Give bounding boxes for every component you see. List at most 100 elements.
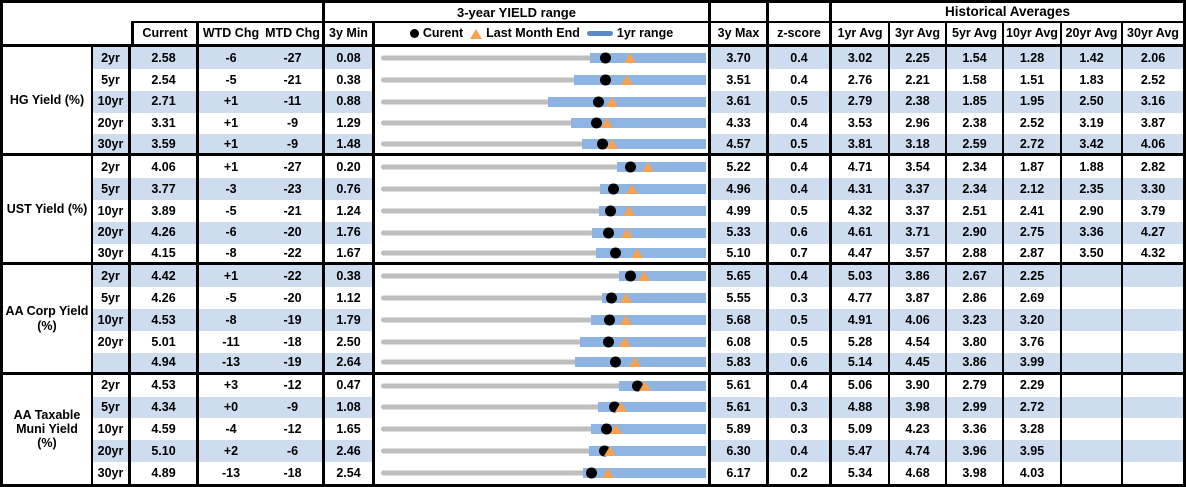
wtd-chg-value: -8	[199, 244, 263, 266]
mtd-chg-value: -9	[263, 134, 325, 157]
avg-30yr-value: 3.79	[1140, 203, 1166, 218]
1yr-range-bar	[618, 380, 706, 391]
last-month-end-marker	[601, 467, 614, 478]
z-score-value: 0.4	[769, 68, 832, 91]
max-3y-value: 5.68	[711, 309, 769, 331]
z-score-value: 0.5	[769, 199, 832, 222]
1yr-range-bar	[589, 446, 706, 457]
tenor-label: 10yr	[93, 199, 131, 222]
mtd-chg-value: -21	[263, 199, 325, 222]
wtd-chg-value: +1	[223, 116, 239, 131]
col-header-3y-max: 3y Max	[711, 23, 769, 47]
avg-3yr-value: 3.57	[890, 243, 947, 266]
last-month-end-marker	[606, 138, 619, 149]
current-value: 3.31	[131, 112, 199, 135]
header-top-blank-max	[711, 3, 769, 23]
tenor-label: 10yr	[93, 418, 131, 441]
min-3y-value: 0.20	[325, 156, 375, 179]
avg-1yr-value: 4.31	[832, 178, 890, 200]
avg-1yr-value: 4.47	[832, 243, 890, 266]
last-month-end-marker	[621, 74, 634, 85]
yield-range-chart	[375, 352, 711, 375]
avg-30yr-value	[1123, 352, 1183, 375]
3y-range-track	[381, 426, 706, 432]
range-chart-title: 3-year YIELD range	[325, 3, 711, 23]
col-header-10yr-avg: 10yr Avg	[1004, 23, 1062, 47]
header-top-blank	[131, 3, 325, 23]
min-3y-value: 1.48	[325, 134, 375, 157]
avg-1yr-value: 2.76	[832, 68, 890, 91]
3y-range-track	[381, 470, 706, 476]
legend-1yr-range-label: 1yr range	[616, 26, 674, 41]
legend-1yr-range-dash-icon	[586, 31, 613, 36]
avg-30yr-value: 3.30	[1123, 178, 1183, 200]
max-3y-value: 4.57	[711, 134, 769, 157]
yield-range-chart	[375, 330, 711, 353]
legend-current-label: Curent	[422, 26, 464, 41]
avg-5yr-value: 3.96	[947, 440, 1004, 463]
avg-3yr-value: 2.21	[890, 68, 947, 91]
1yr-range-bar	[599, 205, 706, 216]
avg-5yr-value: 2.59	[947, 134, 1004, 157]
current-dot-marker	[599, 52, 611, 64]
avg-3yr-value: 4.45	[890, 352, 947, 375]
last-month-end-marker	[619, 336, 632, 347]
mtd-chg-value: -18	[263, 462, 325, 484]
mtd-chg-value: -12	[263, 418, 325, 441]
avg-20yr-value	[1062, 396, 1123, 419]
group-label: HG Yield (%)	[3, 47, 93, 157]
wtd-chg-value: -6	[199, 47, 263, 69]
yield-range-chart	[375, 287, 711, 310]
current-dot-marker	[593, 96, 605, 108]
wtd-chg-value: -5	[225, 72, 237, 87]
current-value: 5.01	[131, 330, 199, 353]
avg-10yr-value: 1.87	[1004, 156, 1062, 179]
yield-range-chart	[375, 68, 711, 91]
avg-1yr-value: 4.77	[832, 287, 890, 310]
last-month-end-marker	[609, 424, 622, 435]
avg-1yr-value: 5.28	[832, 330, 890, 353]
min-3y-value: 1.12	[325, 287, 375, 310]
avg-10yr-value: 2.52	[1004, 112, 1062, 135]
3y-range-track	[381, 339, 706, 345]
avg-10yr-value: 2.69	[1004, 287, 1062, 310]
avg-30yr-value	[1123, 287, 1183, 309]
last-month-end-marker	[603, 446, 616, 457]
avg-20yr-value	[1062, 440, 1123, 463]
current-value: 2.54	[131, 68, 199, 91]
avg-3yr-value: 3.87	[890, 287, 947, 310]
avg-10yr-value: 4.03	[1004, 462, 1062, 484]
3y-range-track	[381, 120, 706, 126]
avg-1yr-value: 2.79	[832, 90, 890, 113]
current-value: 4.34	[131, 396, 199, 419]
avg-3yr-value: 4.54	[890, 330, 947, 353]
col-header-mtd-chg: MTD Chg	[263, 23, 325, 47]
avg-3yr-value: 4.06	[890, 309, 947, 331]
wtd-chg-value: +3	[223, 378, 239, 393]
avg-10yr-value: 1.51	[1004, 68, 1062, 91]
avg-1yr-value: 4.91	[832, 309, 890, 331]
mtd-chg-value: -19	[263, 309, 325, 331]
avg-30yr-value	[1123, 440, 1183, 463]
current-dot-marker	[625, 161, 637, 173]
last-month-end-marker	[625, 183, 638, 194]
yield-range-chart	[375, 178, 711, 200]
last-month-end-marker	[600, 118, 613, 129]
mtd-chg-value: -20	[263, 221, 325, 244]
mtd-chg-value: -22	[263, 265, 325, 288]
current-value: 4.53	[131, 374, 199, 397]
avg-20yr-value: 3.42	[1062, 134, 1123, 157]
current-value: 3.89	[131, 199, 199, 222]
avg-10yr-value: 2.29	[1004, 374, 1062, 397]
min-3y-value: 0.47	[325, 374, 375, 397]
max-3y-value: 5.61	[711, 396, 769, 419]
avg-3yr-value: 3.37	[890, 178, 947, 200]
current-dot-marker	[624, 270, 636, 282]
current-dot-marker	[610, 247, 622, 259]
avg-10yr-value: 2.25	[1004, 265, 1062, 288]
z-score-value: 0.3	[769, 287, 832, 310]
1yr-range-bar	[601, 293, 706, 304]
min-3y-value: 1.79	[325, 309, 375, 331]
z-score-value: 0.4	[769, 112, 832, 135]
